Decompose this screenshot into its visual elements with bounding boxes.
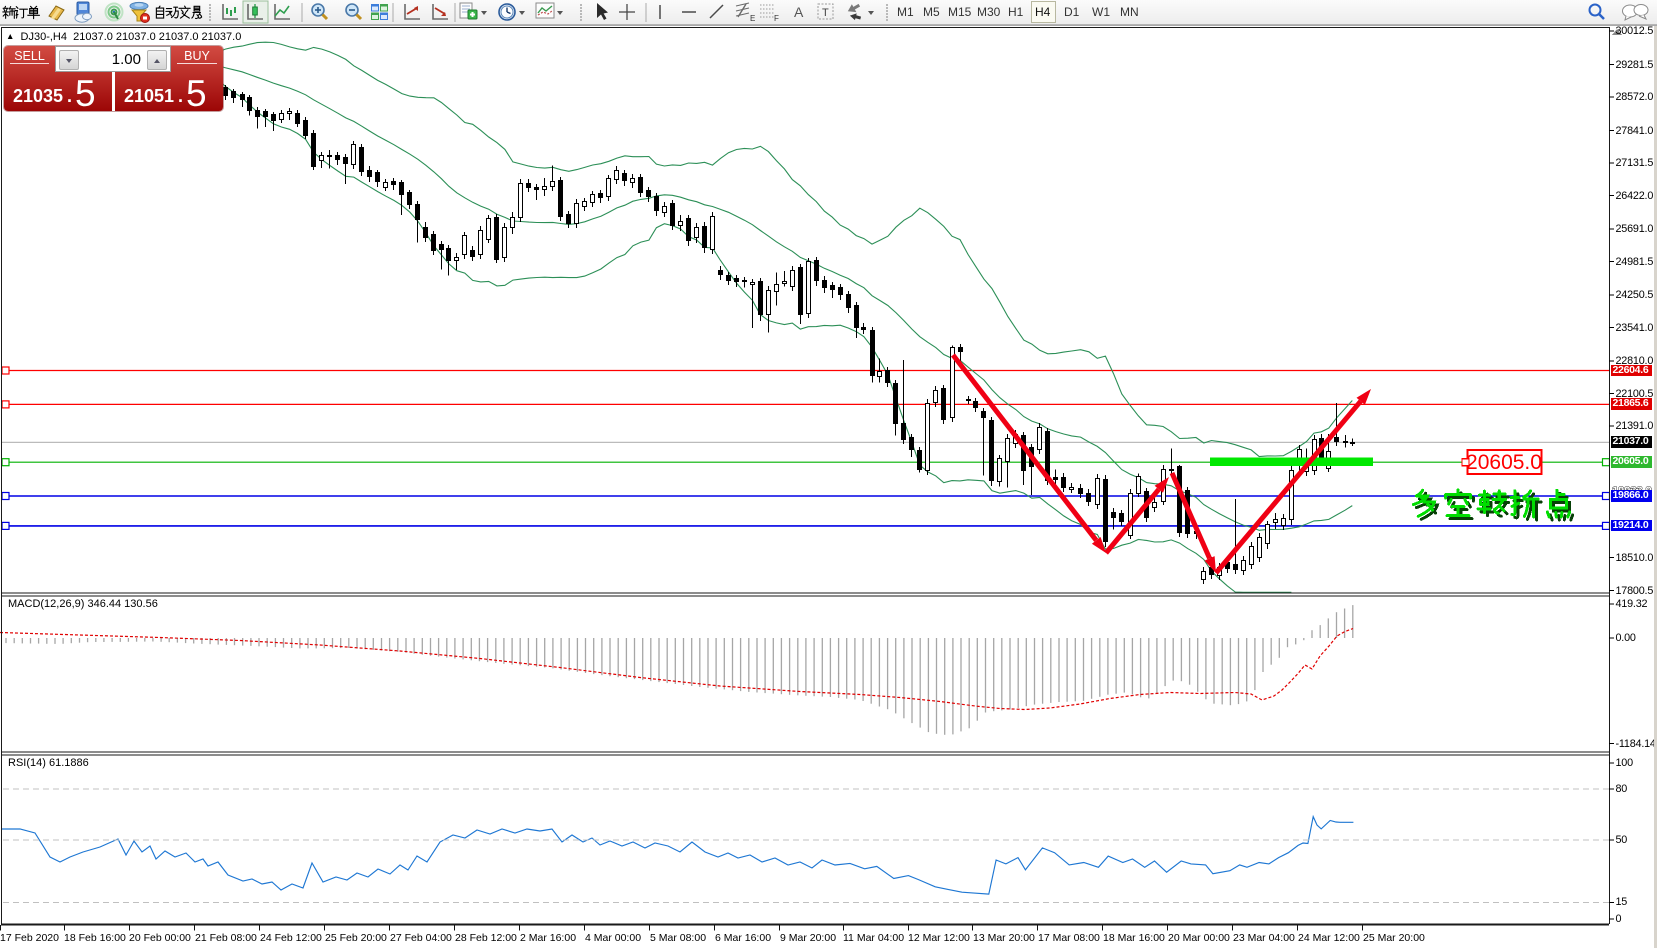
svg-text:20605.0: 20605.0 [1466,451,1542,474]
svg-text:E: E [750,14,755,23]
svg-text:F: F [774,14,779,23]
svg-text:19933.9: 19933.9 [1612,485,1652,491]
svg-text:A: A [794,4,804,20]
svg-text:T: T [822,7,829,19]
